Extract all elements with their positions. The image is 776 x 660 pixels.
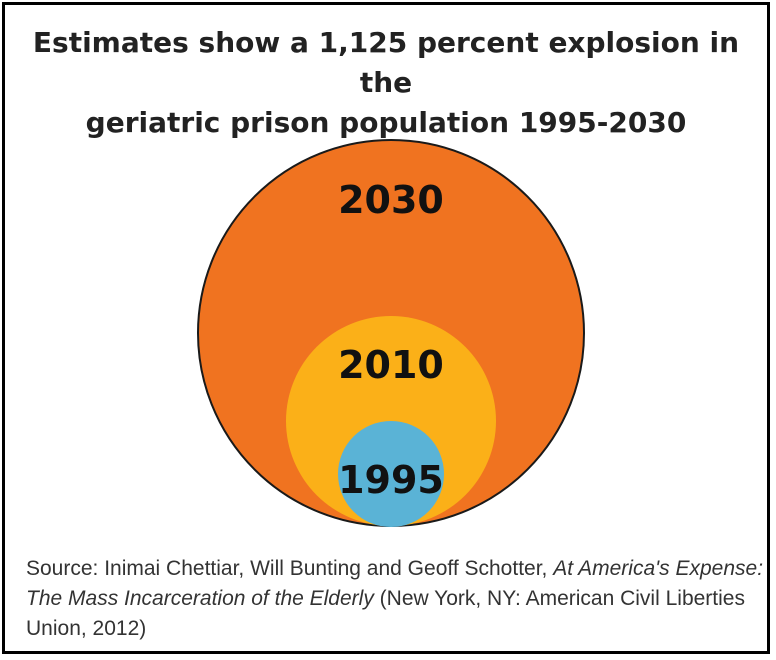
circle-1995: [338, 421, 444, 527]
source-suffix: (New York, NY: American Civil Liberties …: [26, 587, 745, 640]
chart-title: Estimates show a 1,125 percent explosion…: [5, 23, 767, 143]
chart-frame: Estimates show a 1,125 percent explosion…: [2, 2, 770, 654]
source-prefix: Source: Inimai Chettiar, Will Bunting an…: [26, 557, 554, 580]
chart-title-line-2: geriatric prison population 1995-2030: [85, 106, 687, 139]
source-title: At America's Expense: The Mass Incarcera…: [26, 557, 764, 610]
source-note: Source: Inimai Chettiar, Will Bunting an…: [26, 554, 766, 644]
label-1995: 1995: [338, 458, 444, 502]
label-2030: 2030: [338, 178, 444, 222]
chart-title-line-1: Estimates show a 1,125 percent explosion…: [32, 26, 740, 99]
label-2010: 2010: [338, 343, 444, 387]
